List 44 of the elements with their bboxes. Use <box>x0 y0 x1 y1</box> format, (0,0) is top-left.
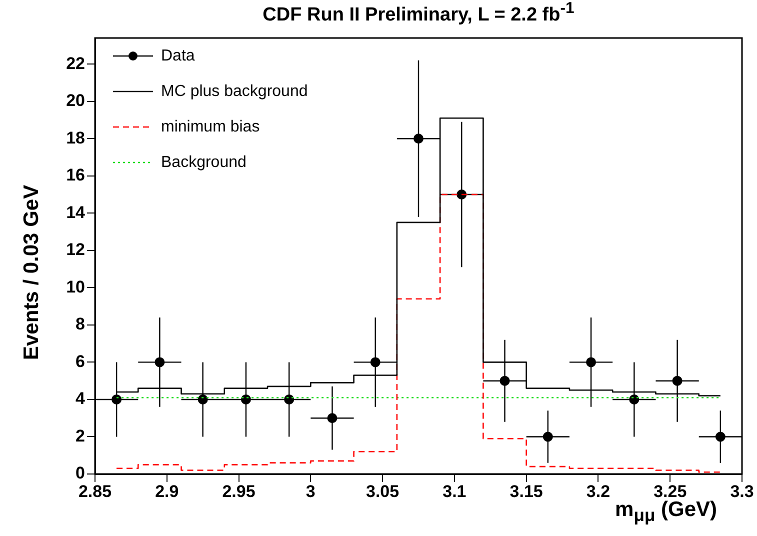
point <box>414 134 424 144</box>
legend-label: Background <box>161 154 246 171</box>
x-tick-label: 3.3 <box>730 482 754 501</box>
point <box>542 432 553 442</box>
point <box>629 394 640 404</box>
y-tick-label: 20 <box>66 91 85 110</box>
point <box>112 394 122 404</box>
point <box>284 394 294 404</box>
y-tick-label: 4 <box>76 389 86 408</box>
legend-label: Data <box>161 47 195 64</box>
point <box>327 413 338 424</box>
y-tick-label: 18 <box>66 128 85 148</box>
point <box>370 357 380 368</box>
y-tick-label: 16 <box>66 166 85 185</box>
point <box>240 394 251 404</box>
y-axis-title: Events / 0.03 GeV <box>20 184 44 360</box>
y-tick-label: 10 <box>66 277 85 296</box>
y-tick-label: 2 <box>76 426 85 446</box>
point <box>715 432 726 442</box>
chart-title: CDF Run II Preliminary, L = 2.2 fb$^{-1}$ <box>262 0 576 26</box>
point <box>500 376 510 386</box>
point <box>672 376 682 386</box>
x-tick-label: 3.25 <box>654 482 687 501</box>
y-tick-label: 6 <box>76 352 85 371</box>
x-tick-label: 3 <box>306 482 316 501</box>
x-axis-title: m$_{μμ}$ (GeV) <box>615 498 717 526</box>
x-tick-label: 3.1 <box>442 482 466 501</box>
x-tick-label: 3.05 <box>366 482 400 501</box>
legend-label: MC plus background <box>161 82 308 100</box>
x-tick-label: 2.85 <box>78 482 112 501</box>
point <box>456 190 467 200</box>
y-tick-label: 8 <box>76 314 85 334</box>
x-tick-label: 3.2 <box>586 482 610 501</box>
x-tick-label: 2.95 <box>222 482 256 501</box>
point <box>586 357 596 368</box>
point <box>154 357 165 368</box>
x-tick-label: 2.9 <box>155 482 179 501</box>
x-tick-label: 3.15 <box>510 482 543 501</box>
y-tick-label: 12 <box>66 240 85 260</box>
legend-label: minimum bias <box>161 118 260 136</box>
point <box>198 394 208 404</box>
y-tick-label: 14 <box>66 202 86 222</box>
y-tick-label: 22 <box>66 54 85 73</box>
y-tick-label: 0 <box>76 464 85 483</box>
